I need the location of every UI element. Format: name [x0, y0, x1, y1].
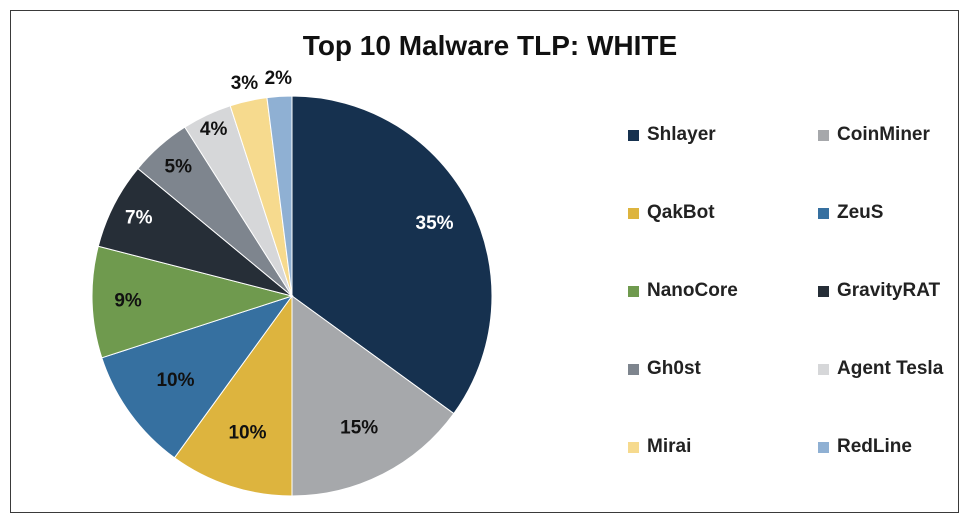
legend-item-agent-tesla: Agent Tesla — [818, 358, 943, 380]
legend-label: CoinMiner — [837, 124, 930, 145]
legend-label: Mirai — [647, 436, 692, 457]
legend-item-mirai: Mirai — [628, 436, 691, 458]
legend-item-qakbot: QakBot — [628, 202, 715, 224]
pie-slice-shlayer — [291, 95, 493, 415]
legend-swatch — [628, 441, 639, 453]
legend-item-shlayer: Shlayer — [628, 124, 716, 146]
legend-swatch — [628, 363, 639, 375]
legend-swatch — [628, 285, 639, 297]
legend-item-coinminer: CoinMiner — [818, 124, 930, 146]
pie-slice-qakbot — [173, 294, 293, 497]
legend-label: RedLine — [837, 436, 912, 457]
chart-title: Top 10 Malware TLP: WHITE — [302, 30, 678, 61]
legend-swatch — [628, 207, 639, 219]
legend-label: Gh0st — [647, 358, 701, 379]
pie-slice-redline — [266, 95, 293, 297]
legend-item-gravityrat: GravityRAT — [818, 280, 940, 302]
legend-item-redline: RedLine — [818, 436, 912, 458]
slice-label-coinminer: 15% — [340, 417, 378, 438]
legend-swatch — [628, 129, 639, 141]
pie-slice-coinminer — [291, 295, 455, 497]
slice-label-nanocore: 9% — [114, 291, 142, 312]
legend-swatch — [818, 129, 829, 141]
pie-slice-zeus — [101, 295, 294, 459]
pie-slice-nanocore — [91, 245, 294, 359]
chart-legend: Shlayer CoinMiner QakBot ZeuS NanoCore Gravit… — [628, 124, 958, 464]
slice-label-zeus: 10% — [156, 370, 194, 391]
legend-swatch — [818, 285, 829, 297]
legend-label: Shlayer — [647, 124, 716, 145]
legend-label: GravityRAT — [837, 280, 941, 301]
slice-label-gravityrat: 7% — [125, 207, 153, 228]
slice-label-shlayer: 35% — [416, 213, 454, 234]
legend-swatch — [818, 363, 829, 375]
slice-label-gh0st: 5% — [165, 156, 193, 177]
legend-swatch — [818, 207, 829, 219]
legend-item-gh0st: Gh0st — [628, 358, 701, 380]
legend-label: ZeuS — [837, 202, 884, 223]
slice-label-qakbot: 10% — [228, 422, 266, 443]
legend-label: Agent Tesla — [837, 358, 944, 379]
slice-label-redline: 2% — [265, 68, 293, 89]
legend-label: QakBot — [647, 202, 715, 223]
legend-item-zeus: ZeuS — [818, 202, 883, 224]
legend-label: NanoCore — [647, 280, 738, 301]
slice-label-mirai: 3% — [231, 73, 259, 94]
legend-item-nanocore: NanoCore — [628, 280, 738, 302]
legend-swatch — [818, 441, 829, 453]
slice-label-agent-tesla: 4% — [200, 119, 228, 140]
